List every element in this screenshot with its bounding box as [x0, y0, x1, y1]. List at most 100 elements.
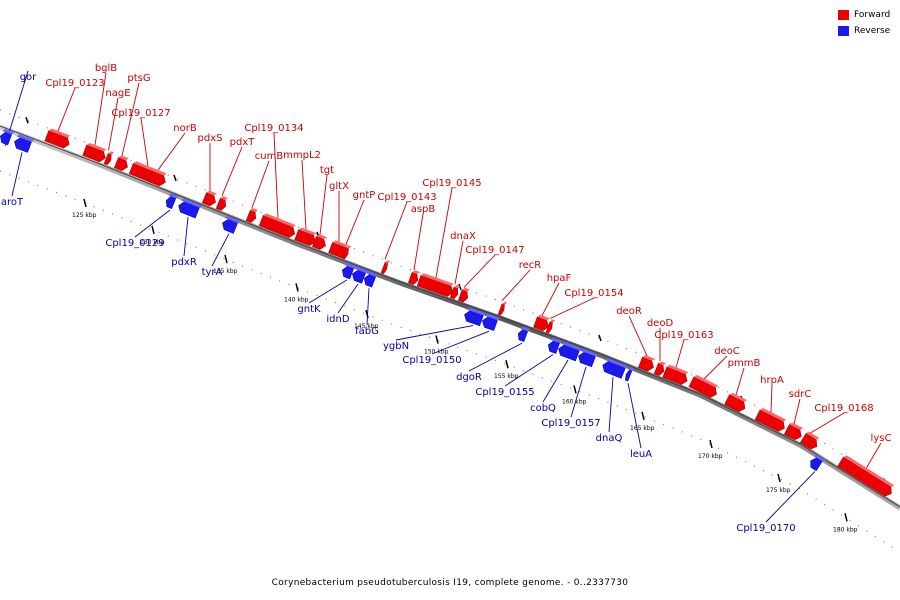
- gene-cpl19-0168[interactable]: [799, 431, 821, 451]
- gene-dnax[interactable]: [449, 284, 461, 300]
- gene-bglb[interactable]: [82, 142, 109, 163]
- gene-tyra[interactable]: [220, 215, 241, 234]
- label-pmmb[interactable]: pmmB: [728, 358, 761, 369]
- gene-mmpl2[interactable]: [294, 227, 319, 247]
- gene-gor[interactable]: [0, 128, 15, 146]
- label-cpl19-0150[interactable]: Cpl19_0150: [402, 355, 461, 366]
- label-dgor[interactable]: dgoR: [456, 372, 482, 383]
- gene-arot[interactable]: [13, 134, 35, 153]
- label-lysc[interactable]: lysC: [871, 433, 892, 444]
- gene-sdrc[interactable]: [783, 422, 805, 442]
- gene-pdxt[interactable]: [215, 195, 229, 211]
- gene-body: [341, 247, 349, 260]
- gene-cpl19-0143[interactable]: [380, 260, 391, 275]
- gene-deoc[interactable]: [688, 374, 720, 399]
- gene-lysc[interactable]: [837, 454, 896, 498]
- label-cpl19-0123[interactable]: Cpl19_0123: [45, 78, 104, 89]
- label-ptsg[interactable]: ptsG: [127, 73, 150, 84]
- gene-gntk[interactable]: [340, 262, 357, 280]
- gene-idnd[interactable]: [350, 266, 369, 284]
- gene-cpl19-0157[interactable]: [577, 348, 599, 368]
- label-cpl19-0134[interactable]: Cpl19_0134: [244, 123, 303, 134]
- gene-pdxr[interactable]: [177, 198, 203, 219]
- label-cumb[interactable]: cumB: [255, 151, 284, 162]
- gene-cpl19-0163[interactable]: [662, 364, 690, 386]
- gene-top: [316, 234, 327, 240]
- gene-cpl19-0129[interactable]: [164, 193, 179, 210]
- label-recr[interactable]: recR: [519, 260, 542, 271]
- label-pdxr[interactable]: pdxR: [171, 257, 197, 268]
- label-gor[interactable]: gor: [20, 72, 37, 83]
- gene-pmmb[interactable]: [724, 392, 749, 413]
- label-cpl19-0129[interactable]: Cpl19_0129: [105, 238, 164, 249]
- gene-cpl19-0154[interactable]: [545, 319, 556, 334]
- gene-cumb[interactable]: [245, 207, 259, 223]
- label-cpl19-0170[interactable]: Cpl19_0170: [736, 523, 795, 534]
- label-idnd[interactable]: idnD: [326, 314, 349, 325]
- gene-deor[interactable]: [638, 354, 656, 372]
- label-cobq[interactable]: cobQ: [530, 403, 556, 414]
- gene-cpl19-0123[interactable]: [44, 128, 72, 150]
- gene-body: [724, 394, 746, 412]
- gene-norb[interactable]: [148, 168, 169, 187]
- gene-cpl19-0134[interactable]: [258, 213, 298, 239]
- gene-dgor[interactable]: [516, 326, 531, 343]
- label-hpaf[interactable]: hpaF: [547, 273, 572, 284]
- label-gntk[interactable]: gntK: [297, 304, 321, 315]
- gene-ygbn[interactable]: [463, 307, 487, 327]
- label-nage[interactable]: nagE: [105, 88, 130, 99]
- label-deod[interactable]: deoD: [647, 318, 674, 329]
- legend-reverse-label: Reverse: [854, 26, 891, 36]
- label-ygbn[interactable]: ygbN: [383, 341, 409, 352]
- gene-top: [332, 240, 349, 248]
- label-deoc[interactable]: deoC: [714, 346, 740, 357]
- gene-hpaf[interactable]: [533, 314, 552, 332]
- gene-tgt[interactable]: [312, 234, 328, 251]
- label-pdxt[interactable]: pdxT: [230, 137, 256, 148]
- label-cpl19-0143[interactable]: Cpl19_0143: [377, 192, 436, 203]
- gene-cobq[interactable]: [557, 341, 583, 362]
- label-cpl19-0147[interactable]: Cpl19_0147: [465, 245, 524, 256]
- label-deor[interactable]: deoR: [616, 306, 642, 317]
- label-cpl19-0154[interactable]: Cpl19_0154: [564, 288, 623, 299]
- gene-fabg[interactable]: [362, 270, 379, 288]
- gene-nage[interactable]: [103, 151, 115, 166]
- gene-gntp[interactable]: [341, 245, 352, 260]
- label-cpl19-0155[interactable]: Cpl19_0155: [475, 387, 534, 398]
- gene-deod[interactable]: [653, 361, 667, 377]
- label-cpl19-0157[interactable]: Cpl19_0157: [541, 418, 600, 429]
- label-norb[interactable]: norB: [173, 123, 197, 134]
- label-sdrc[interactable]: sdrC: [789, 389, 812, 400]
- label-bglb[interactable]: bglB: [95, 63, 117, 74]
- gene-recr[interactable]: [497, 301, 508, 316]
- label-hrpa[interactable]: hrpA: [760, 375, 784, 386]
- gene-aspb[interactable]: [408, 270, 420, 286]
- gene-dnaq[interactable]: [601, 357, 629, 379]
- gene-pdxs[interactable]: [201, 190, 218, 207]
- label-aspb[interactable]: aspB: [411, 204, 436, 215]
- gene-cpl19-0150[interactable]: [481, 313, 501, 331]
- gene-hrpa[interactable]: [754, 407, 788, 433]
- label-gltx[interactable]: gltX: [329, 181, 349, 192]
- label-arot[interactable]: aroT: [1, 197, 24, 208]
- gene-cpl19-0145[interactable]: [416, 273, 456, 298]
- gene-body: [245, 209, 257, 223]
- label-dnaq[interactable]: dnaQ: [596, 433, 623, 444]
- gene-cpl19-0147[interactable]: [458, 287, 470, 303]
- label-cpl19-0127[interactable]: Cpl19_0127: [111, 108, 170, 119]
- label-dnax[interactable]: dnaX: [450, 231, 476, 242]
- label-fabg[interactable]: fabG: [355, 326, 379, 337]
- label-gntp[interactable]: gntP: [353, 190, 376, 201]
- label-leua[interactable]: leuA: [630, 449, 652, 460]
- label-pdxs[interactable]: pdxS: [198, 133, 223, 144]
- gene-cpl19-0170[interactable]: [808, 454, 826, 472]
- label-cpl19-0168[interactable]: Cpl19_0168: [814, 403, 873, 414]
- label-cpl19-0145[interactable]: Cpl19_0145: [422, 178, 481, 189]
- gene-cpl19-0155[interactable]: [546, 337, 563, 354]
- label-mmpl2[interactable]: mmpL2: [283, 150, 321, 161]
- label-cpl19-0163[interactable]: Cpl19_0163: [654, 330, 713, 341]
- gene-ptsg[interactable]: [113, 155, 130, 172]
- gene-leua[interactable]: [624, 367, 635, 382]
- label-tyra[interactable]: tyrA: [202, 267, 223, 278]
- label-tgt[interactable]: tgt: [320, 165, 334, 176]
